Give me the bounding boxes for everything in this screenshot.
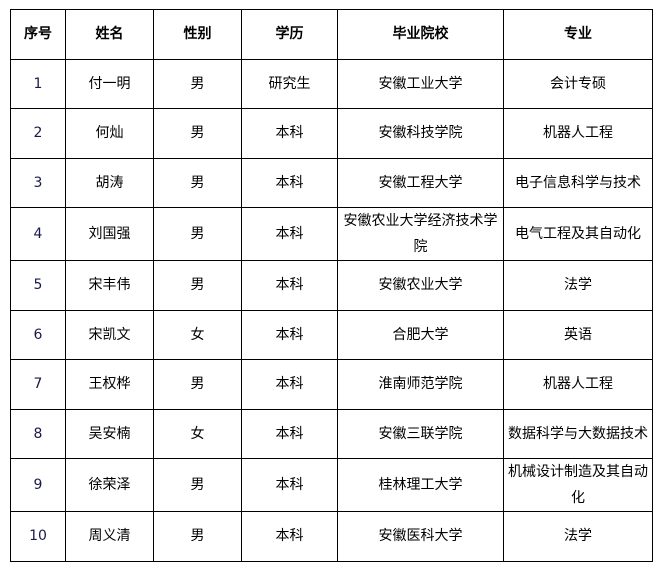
column-header-school: 毕业院校 bbox=[337, 9, 504, 60]
cell-education: 本科 bbox=[241, 359, 338, 410]
cell-index: 6 bbox=[10, 309, 66, 360]
cell-major: 法学 bbox=[503, 260, 653, 311]
cell-school: 安徽农业大学经济技术学院 bbox=[337, 207, 504, 261]
cell-index: 8 bbox=[10, 408, 66, 459]
cell-gender: 男 bbox=[153, 207, 242, 261]
cell-major: 会计专硕 bbox=[503, 58, 653, 109]
cell-gender: 男 bbox=[153, 58, 242, 109]
personnel-table: 序号 姓名 性别 学历 毕业院校 专业 1 付一明男研究生 安徽工业大学 会计专硕 2 何灿男本科安… bbox=[10, 9, 653, 562]
cell-education: 本科 bbox=[241, 309, 338, 360]
cell-major: 机器人工程 bbox=[503, 359, 653, 410]
table-row: 1 付一明男研究生 安徽工业大学 会计专硕 bbox=[10, 58, 653, 109]
table-row: 2 何灿男本科 安徽科技学院 机器人工程 bbox=[10, 108, 653, 159]
cell-education: 本科 bbox=[241, 157, 338, 208]
cell-index: 10 bbox=[10, 511, 66, 562]
cell-major: 机械设计制造及其自动化 bbox=[503, 458, 653, 512]
cell-education: 研究生 bbox=[241, 58, 338, 109]
cell-education: 本科 bbox=[241, 108, 338, 159]
column-header-education: 学历 bbox=[241, 9, 338, 60]
table-row: 7 王权桦男本科 淮南师范学院 机器人工程 bbox=[10, 359, 653, 410]
cell-education: 本科 bbox=[241, 408, 338, 459]
table-row: 10 周义清男本科 安徽医科大学 法学 bbox=[10, 511, 653, 562]
cell-school: 淮南师范学院 bbox=[337, 359, 504, 410]
column-header-gender: 性别 bbox=[153, 9, 242, 60]
table-row: 8 吴安楠女本科 安徽三联学院 数据科学与大数据技术 bbox=[10, 408, 653, 459]
cell-index: 9 bbox=[10, 458, 66, 512]
cell-major: 电气工程及其自动化 bbox=[503, 207, 653, 261]
cell-education: 本科 bbox=[241, 260, 338, 311]
table-row: 4 刘国强男本科 安徽农业大学经济技术学院 电气工程及其自动化 bbox=[10, 207, 653, 261]
table-header-row: 序号 姓名 性别 学历 毕业院校 专业 bbox=[10, 9, 653, 60]
cell-school: 安徽工程大学 bbox=[337, 157, 504, 208]
cell-name: 王权桦 bbox=[65, 359, 154, 410]
cell-index: 4 bbox=[10, 207, 66, 261]
cell-name: 胡涛 bbox=[65, 157, 154, 208]
cell-index: 7 bbox=[10, 359, 66, 410]
cell-name: 何灿 bbox=[65, 108, 154, 159]
column-header-name: 姓名 bbox=[65, 9, 154, 60]
cell-name: 付一明 bbox=[65, 58, 154, 109]
cell-index: 3 bbox=[10, 157, 66, 208]
column-header-index: 序号 bbox=[10, 9, 66, 60]
table-row: 5 宋丰伟男本科 安徽农业大学 法学 bbox=[10, 260, 653, 311]
cell-major: 电子信息科学与技术 bbox=[503, 157, 653, 208]
cell-school: 安徽医科大学 bbox=[337, 511, 504, 562]
cell-index: 5 bbox=[10, 260, 66, 311]
table-body: 1 付一明男研究生 安徽工业大学 会计专硕 2 何灿男本科 安徽科技学院 机器人工程 3 胡涛男本… bbox=[10, 58, 653, 562]
cell-name: 宋丰伟 bbox=[65, 260, 154, 311]
cell-name: 吴安楠 bbox=[65, 408, 154, 459]
cell-gender: 男 bbox=[153, 458, 242, 512]
cell-name: 宋凯文 bbox=[65, 309, 154, 360]
cell-name: 徐荣泽 bbox=[65, 458, 154, 512]
cell-index: 1 bbox=[10, 58, 66, 109]
cell-index: 2 bbox=[10, 108, 66, 159]
column-header-major: 专业 bbox=[503, 9, 653, 60]
cell-school: 安徽科技学院 bbox=[337, 108, 504, 159]
cell-gender: 男 bbox=[153, 359, 242, 410]
table-row: 6 宋凯文女本科 合肥大学 英语 bbox=[10, 309, 653, 360]
cell-gender: 男 bbox=[153, 260, 242, 311]
cell-education: 本科 bbox=[241, 458, 338, 512]
cell-name: 刘国强 bbox=[65, 207, 154, 261]
cell-gender: 男 bbox=[153, 157, 242, 208]
cell-education: 本科 bbox=[241, 207, 338, 261]
cell-education: 本科 bbox=[241, 511, 338, 562]
cell-gender: 男 bbox=[153, 108, 242, 159]
cell-school: 桂林理工大学 bbox=[337, 458, 504, 512]
cell-school: 合肥大学 bbox=[337, 309, 504, 360]
cell-gender: 女 bbox=[153, 309, 242, 360]
cell-gender: 男 bbox=[153, 511, 242, 562]
cell-gender: 女 bbox=[153, 408, 242, 459]
cell-major: 英语 bbox=[503, 309, 653, 360]
cell-school: 安徽农业大学 bbox=[337, 260, 504, 311]
cell-school: 安徽工业大学 bbox=[337, 58, 504, 109]
cell-major: 数据科学与大数据技术 bbox=[503, 408, 653, 459]
table-row: 3 胡涛男本科 安徽工程大学 电子信息科学与技术 bbox=[10, 157, 653, 208]
cell-school: 安徽三联学院 bbox=[337, 408, 504, 459]
cell-major: 机器人工程 bbox=[503, 108, 653, 159]
cell-major: 法学 bbox=[503, 511, 653, 562]
table-row: 9 徐荣泽男本科 桂林理工大学 机械设计制造及其自动化 bbox=[10, 458, 653, 512]
cell-name: 周义清 bbox=[65, 511, 154, 562]
